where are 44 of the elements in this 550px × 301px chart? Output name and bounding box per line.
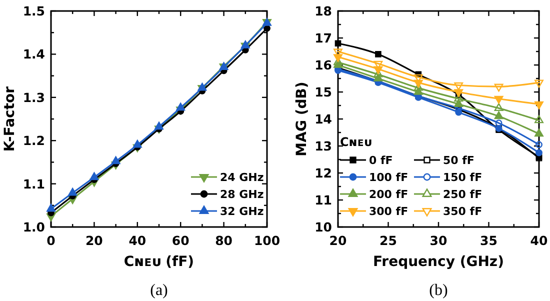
y-tick-label: 15 (314, 84, 332, 100)
x-axis-title: Frequency (GHz) (373, 254, 504, 270)
y-tick-label: 1.4 (22, 46, 46, 62)
x-tick-label: 25 (380, 233, 397, 248)
y-tick-label: 18 (314, 4, 332, 18)
text: (b) (429, 282, 448, 299)
legend-label: 100 fF (369, 171, 408, 184)
y-tick-label: 1.3 (22, 90, 45, 105)
x-tick-label: 35 (480, 233, 498, 248)
x-tick-label: 20 (329, 233, 347, 248)
x-tick-label: 20 (85, 233, 104, 248)
y-tick-label: 1.0 (22, 220, 46, 234)
y-tick-label: 10 (314, 220, 332, 234)
y-tick-label: 12 (314, 166, 332, 180)
y-tick-label: 14 (314, 112, 332, 126)
legend-label: 200 fF (369, 188, 408, 201)
y-axis-title: MAG (dB) (294, 82, 310, 156)
y-tick-label: 13 (314, 138, 332, 154)
x-tick-label: 40 (128, 233, 146, 248)
x-tick-label: 30 (430, 233, 448, 248)
legend-label: 50 fF (443, 154, 474, 167)
y-tick-label: 1.2 (22, 133, 45, 148)
x-tick-label: 60 (172, 233, 190, 248)
y-axis-title: K-Factor (2, 86, 18, 152)
legend-label: 32 GHz (220, 205, 264, 218)
legend-label: 24 GHz (220, 171, 264, 184)
text: (a) (150, 282, 168, 299)
y-tick-label: 17 (314, 30, 332, 46)
legend-label: 0 fF (369, 154, 393, 167)
y-tick-label: 11 (314, 192, 332, 208)
legend-label: 300 fF (369, 205, 408, 218)
legend-title: Cɴᴇᴜ (340, 135, 372, 149)
x-axis-title: Cɴᴇᴜ (fF) (124, 254, 194, 270)
legend-label: 250 fF (443, 188, 482, 201)
y-tick-label: 1.5 (22, 4, 45, 18)
y-tick-label: 16 (314, 58, 332, 72)
x-tick-label: 100 (254, 233, 280, 248)
x-tick-label: 40 (530, 233, 548, 248)
legend-label: 28 GHz (220, 188, 264, 201)
legend-label: 350 fF (443, 205, 482, 218)
x-tick-label: 0 (46, 233, 56, 248)
legend-label: 150 fF (443, 171, 482, 184)
y-tick-label: 1.1 (22, 176, 45, 192)
x-tick-label: 80 (215, 233, 233, 248)
